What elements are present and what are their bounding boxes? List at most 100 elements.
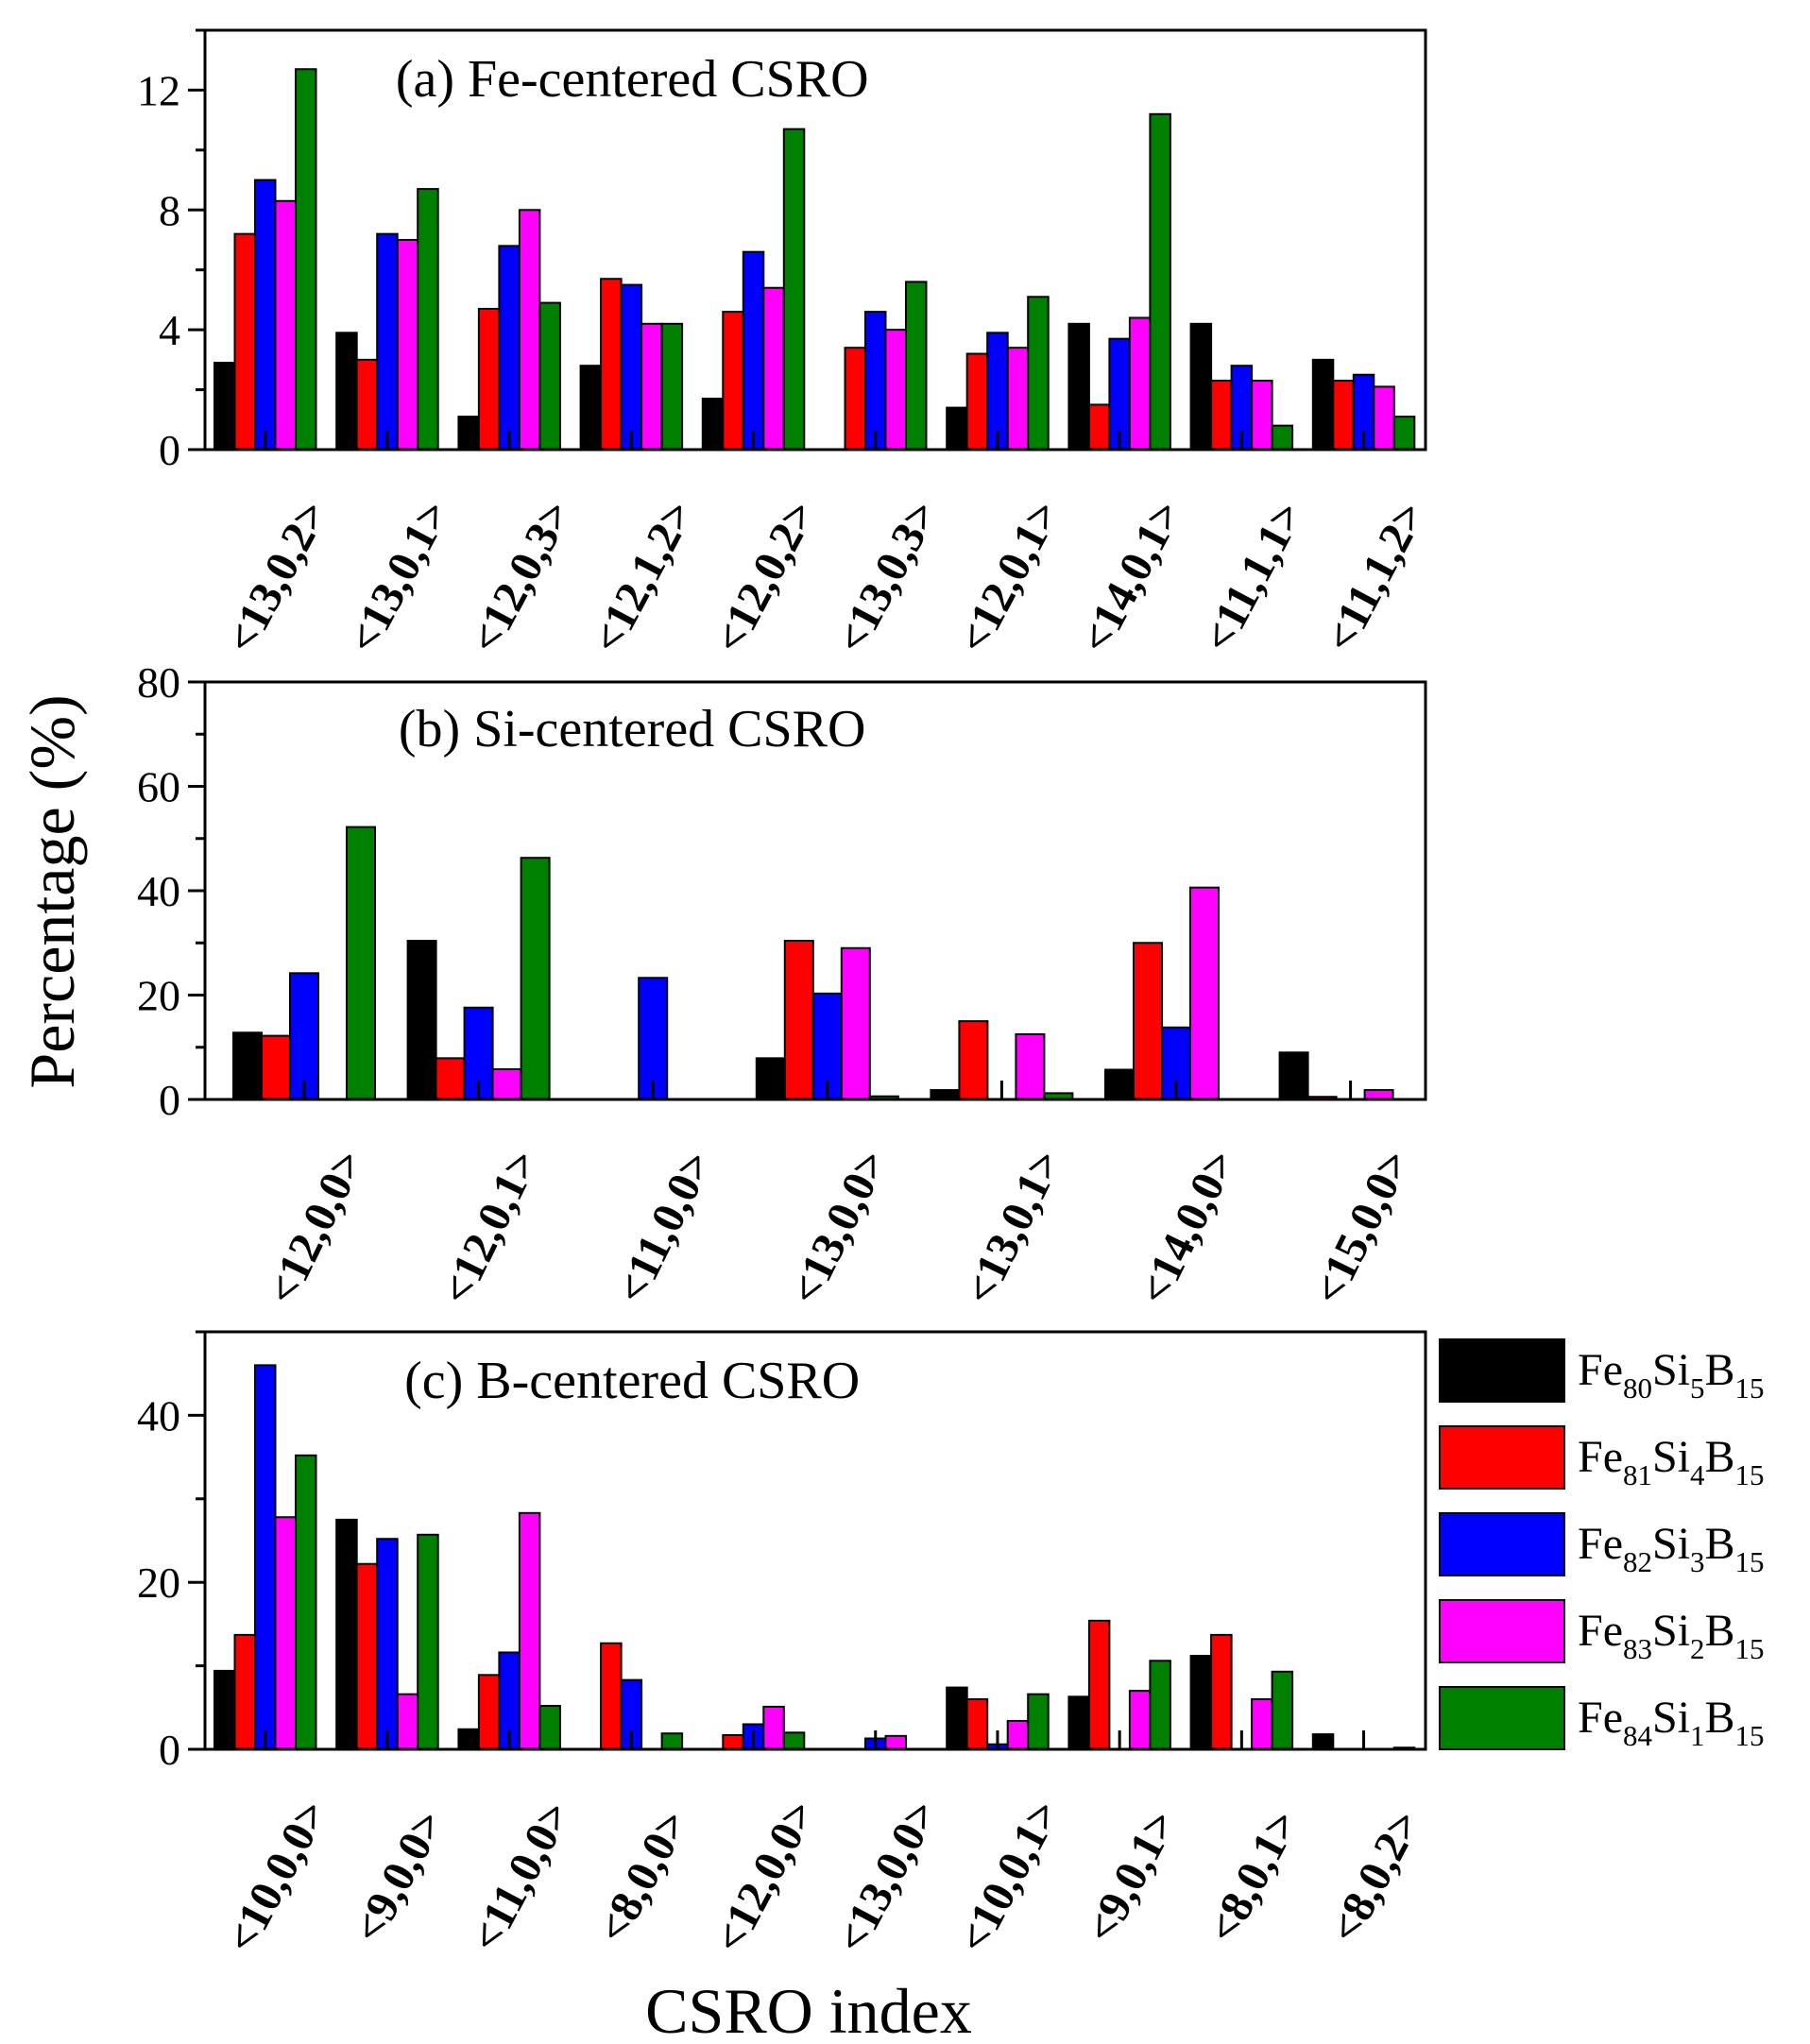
legend-subscript: 5 <box>1690 1371 1705 1405</box>
bar <box>213 1669 236 1751</box>
bar <box>233 232 256 451</box>
x-tick-label: <12,0,0> <box>257 1142 374 1312</box>
legend-element: Si <box>1652 1345 1690 1395</box>
panel-title: (c) B-centered CSRO <box>404 1352 860 1410</box>
bar <box>1271 1670 1294 1751</box>
legend-item: Fe81Si4B15 <box>1439 1425 1765 1491</box>
bar <box>261 1034 291 1100</box>
bar <box>518 209 541 451</box>
legend-element: B <box>1705 1519 1735 1569</box>
legend-label: Fe84Si1B15 <box>1578 1693 1765 1752</box>
legend-label: Fe83Si2B15 <box>1578 1606 1765 1665</box>
bar <box>1133 942 1163 1100</box>
legend-element: Si <box>1652 1606 1690 1656</box>
bar <box>477 1674 501 1750</box>
y-tick-label: 0 <box>159 1076 180 1124</box>
legend-subscript: 81 <box>1623 1458 1652 1491</box>
bar <box>355 1562 379 1750</box>
legend-element: Fe <box>1578 1432 1623 1482</box>
legend-element: Si <box>1652 1519 1690 1569</box>
y-tick-label: 0 <box>159 1726 180 1774</box>
bar <box>355 358 379 451</box>
bar <box>538 1705 561 1751</box>
x-tick-label: <11,1,2> <box>1315 493 1436 660</box>
legend-swatch <box>1439 1686 1565 1750</box>
y-tick-label: 60 <box>137 763 180 811</box>
legend-subscript: 82 <box>1623 1545 1652 1578</box>
x-tick-label: <13,0,1> <box>338 492 460 661</box>
bar <box>295 1454 317 1750</box>
bar <box>233 1633 256 1751</box>
legend-subscript: 15 <box>1735 1545 1765 1578</box>
x-tick-label: <12,0,1> <box>432 1142 549 1312</box>
bar <box>295 68 317 451</box>
x-tick-label: <11,0,0> <box>606 1143 723 1311</box>
y-tick-label: 4 <box>159 306 180 354</box>
bar <box>884 329 907 451</box>
bar <box>376 232 399 451</box>
chart-panels: <13,0,2> <13,0,1> <12,0,3> <12,1,2> <12,0,2>… <box>137 28 1436 1961</box>
x-tick-label: <8,0,0> <box>588 1802 699 1951</box>
x-tick-label: <12,0,2> <box>704 492 826 661</box>
x-tick-label: <12,0,1> <box>948 492 1070 661</box>
bar <box>884 1734 907 1750</box>
bar <box>254 1364 277 1750</box>
legend-element: B <box>1705 1345 1735 1395</box>
x-tick-label: <12,1,2> <box>582 492 704 661</box>
legend-subscript: 3 <box>1690 1545 1705 1578</box>
bar <box>782 1731 806 1750</box>
y-axis-title: Percentage (%) <box>16 694 88 1088</box>
bar <box>620 283 643 451</box>
legend-subscript: 15 <box>1735 1458 1765 1491</box>
bar <box>518 1511 541 1750</box>
bar <box>254 179 277 451</box>
bar <box>905 281 928 451</box>
legend-element: B <box>1705 1693 1735 1743</box>
bar <box>417 1533 439 1751</box>
bar <box>335 332 358 451</box>
legend-item: Fe84Si1B15 <box>1439 1686 1765 1752</box>
x-tick-label: <11,1,1> <box>1193 493 1314 660</box>
panel-title: (b) Si-centered CSRO <box>399 700 866 758</box>
bar <box>435 1057 466 1100</box>
legend-swatch <box>1439 1512 1565 1576</box>
x-tick-label: <15,0,0> <box>1304 1142 1421 1312</box>
bar <box>396 1693 419 1751</box>
bar <box>722 1733 744 1750</box>
x-tick-label: <12,0,0> <box>704 1792 826 1961</box>
bar <box>1104 1068 1135 1101</box>
bar <box>1015 1032 1046 1100</box>
legend-item: Fe80Si5B15 <box>1439 1338 1765 1405</box>
bar <box>701 398 725 451</box>
panel-2: <12,0,0> <12,0,1> <11,0,0> <13,0,0> <13,0,1>… <box>137 658 1427 1312</box>
bar <box>498 245 521 451</box>
bar <box>1027 1693 1050 1751</box>
bar <box>1087 403 1111 451</box>
y-tick-label: 12 <box>137 66 180 114</box>
panel-title: (a) Fe-centered CSRO <box>396 50 869 109</box>
legend-subscript: 84 <box>1623 1719 1653 1752</box>
x-tick-label: <9,0,1> <box>1076 1802 1187 1951</box>
bar <box>1027 296 1050 451</box>
bar <box>1392 416 1416 451</box>
bar <box>538 301 561 451</box>
legend-element: Fe <box>1578 1345 1623 1395</box>
bar <box>457 1728 480 1751</box>
bar <box>864 311 887 451</box>
bar <box>520 857 551 1100</box>
legend-label: Fe81Si4B15 <box>1578 1432 1765 1491</box>
legend-element: Fe <box>1578 1693 1623 1743</box>
bar <box>783 940 814 1100</box>
legend-item: Fe83Si2B15 <box>1439 1599 1765 1665</box>
legend-subscript: 2 <box>1690 1632 1705 1665</box>
legend-subscript: 80 <box>1623 1371 1652 1405</box>
bar <box>1149 1660 1171 1751</box>
bar <box>232 1031 263 1101</box>
x-tick-label: <12,0,3> <box>460 492 582 661</box>
x-tick-label: <13,0,0> <box>780 1142 897 1312</box>
bar <box>638 977 669 1101</box>
legend-element: B <box>1705 1432 1735 1482</box>
legend-label: Fe80Si5B15 <box>1578 1345 1765 1405</box>
x-tick-label: <8,0,1> <box>1198 1802 1309 1951</box>
